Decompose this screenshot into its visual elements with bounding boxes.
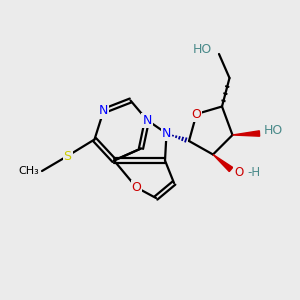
Text: S: S (64, 149, 71, 163)
Text: N: N (162, 127, 171, 140)
Text: O: O (132, 181, 141, 194)
Text: N: N (99, 104, 108, 118)
Text: CH₃: CH₃ (18, 166, 39, 176)
Polygon shape (232, 131, 260, 136)
Text: -H: -H (248, 166, 261, 179)
Text: O: O (234, 166, 243, 179)
Text: HO: HO (264, 124, 283, 137)
Text: O: O (192, 107, 201, 121)
Polygon shape (213, 154, 233, 172)
Text: HO: HO (192, 43, 212, 56)
Text: N: N (142, 113, 152, 127)
